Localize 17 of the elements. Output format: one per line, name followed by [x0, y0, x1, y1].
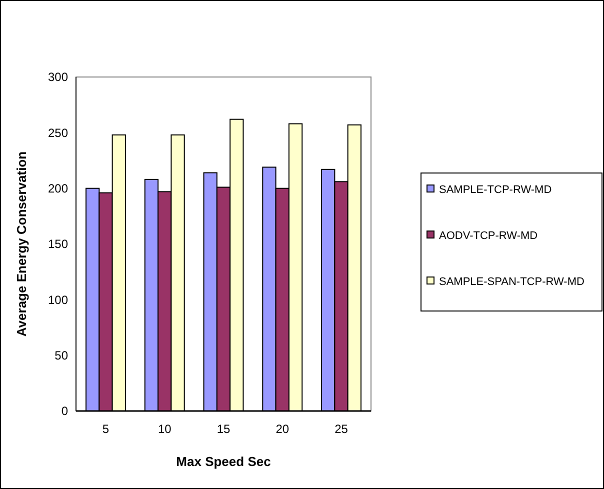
x-axis-title: Max Speed Sec — [176, 454, 271, 469]
x-tick-label: 5 — [102, 422, 110, 436]
x-tick-label: 15 — [216, 422, 230, 436]
y-axis-title: Average Energy Conservation — [14, 151, 29, 337]
legend-label: SAMPLE-SPAN-TCP-RW-MD — [439, 276, 585, 288]
y-tick-label: 100 — [48, 292, 68, 307]
legend-label: SAMPLE-TCP-RW-MD — [439, 184, 552, 196]
x-tick-label: 25 — [334, 422, 348, 436]
y-tick-label: 200 — [48, 182, 68, 196]
y-tick-label: 300 — [48, 70, 68, 84]
y-tick-label: 0 — [61, 404, 68, 418]
x-tick-label: 10 — [158, 422, 172, 436]
legend-label: AODV-TCP-RW-MD — [439, 230, 538, 242]
y-tick-label: 150 — [48, 237, 68, 252]
y-tick-label: 50 — [54, 348, 68, 363]
y-tick-label: 250 — [48, 126, 68, 140]
x-tick-label: 20 — [276, 422, 290, 436]
